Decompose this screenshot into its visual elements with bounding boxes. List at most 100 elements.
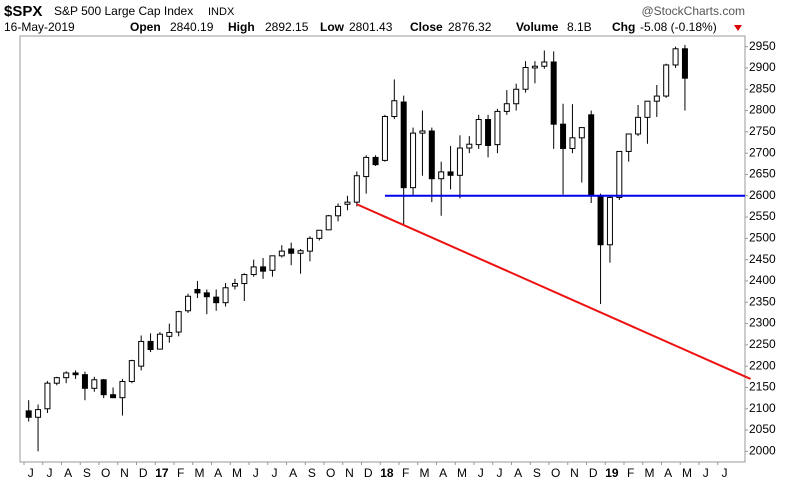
source: @StockCharts.com	[641, 4, 745, 18]
x-tick-label: N	[345, 466, 354, 480]
x-tick-label: F	[402, 466, 409, 480]
candle-body	[531, 65, 538, 69]
candle-body	[522, 67, 529, 90]
candle-body	[400, 101, 407, 189]
candle-body	[438, 171, 445, 180]
candle-body	[541, 61, 548, 67]
candle-body	[663, 64, 670, 97]
candle-body	[166, 331, 173, 337]
candle-body	[44, 382, 51, 410]
x-tick-label: A	[514, 466, 522, 480]
x-tick-label: D	[589, 466, 598, 480]
candle-body	[335, 205, 342, 217]
candle-body	[297, 250, 304, 254]
x-tick-label: 17	[155, 466, 169, 480]
y-tick-label: 2800	[749, 103, 776, 117]
candle-body	[63, 372, 70, 379]
index-name: S&P 500 Large Cap Index	[54, 4, 193, 18]
y-tick-label: 2000	[749, 444, 776, 458]
x-tick-label: M	[419, 466, 429, 480]
candle-body	[222, 287, 229, 304]
candle-body	[681, 48, 688, 79]
x-tick-label: O	[101, 466, 110, 480]
y-tick-label: 2750	[749, 124, 776, 138]
y-tick-label: 2050	[749, 422, 776, 436]
candle-body	[53, 377, 60, 384]
quote-label: Open	[130, 20, 161, 34]
x-tick-label: M	[644, 466, 654, 480]
candle-body	[110, 394, 117, 399]
y-tick-label: 2850	[749, 81, 776, 95]
candle-body	[344, 201, 351, 205]
y-tick-label: 2900	[749, 60, 776, 74]
x-tick-label: J	[28, 466, 34, 480]
candle-body	[147, 340, 154, 351]
y-tick-label: 2250	[749, 337, 776, 351]
x-tick-label: J	[253, 466, 259, 480]
candle-body	[625, 133, 632, 152]
candle-body	[485, 118, 492, 146]
quote-value: 8.1B	[567, 20, 592, 34]
x-tick-label: S	[308, 466, 316, 480]
candle-body	[672, 48, 679, 66]
candle-body	[325, 215, 332, 231]
candle-body	[353, 175, 360, 203]
candle-body	[100, 379, 107, 396]
y-tick-label: 2350	[749, 294, 776, 308]
x-tick-label: J	[478, 466, 484, 480]
y-tick-label: 2300	[749, 316, 776, 330]
candle-body	[597, 195, 604, 246]
y-tick-label: 2700	[749, 145, 776, 159]
plot-frame	[19, 35, 746, 463]
x-tick-label: J	[46, 466, 52, 480]
candle-body	[35, 409, 42, 418]
x-tick-label: M	[232, 466, 242, 480]
down-arrow	[734, 25, 742, 31]
x-tick-label: A	[439, 466, 447, 480]
quote-value: 2876.32	[448, 20, 492, 34]
candle-body	[241, 274, 248, 285]
x-tick-label: F	[627, 466, 634, 480]
candle-body	[550, 61, 557, 125]
candle-body	[644, 100, 651, 118]
candle-body	[578, 127, 585, 139]
candle-body	[569, 137, 576, 149]
candle-body	[156, 333, 163, 350]
x-tick-label: 19	[605, 466, 619, 480]
candle-body	[456, 147, 463, 176]
y-tick-label: 2100	[749, 401, 776, 415]
candle-body	[81, 374, 88, 389]
quote-label: High	[228, 20, 255, 34]
quote-value: -5.08 (-0.18%)	[640, 20, 717, 34]
candle-body	[419, 130, 426, 134]
quote-label: Low	[320, 20, 345, 34]
candle-body	[410, 132, 417, 189]
candle-body	[91, 379, 98, 389]
x-tick-label: M	[682, 466, 692, 480]
candle-body	[306, 237, 313, 252]
candle-body	[260, 266, 267, 272]
candle-body	[372, 156, 379, 166]
x-tick-label: D	[364, 466, 373, 480]
candle-body	[635, 116, 642, 135]
candle-body	[363, 156, 370, 178]
x-tick-label: N	[120, 466, 129, 480]
candle-body	[494, 110, 501, 146]
candle-body	[288, 248, 295, 254]
candle-body	[231, 283, 238, 287]
x-tick-label: S	[533, 466, 541, 480]
trend-line	[356, 203, 751, 380]
candle-body	[503, 103, 510, 112]
y-tick-label: 2450	[749, 252, 776, 266]
candle-body	[466, 143, 473, 149]
x-tick-label: A	[289, 466, 297, 480]
candle-body	[653, 95, 660, 102]
x-tick-label: A	[664, 466, 672, 480]
candle-body	[185, 295, 192, 312]
candle-body	[391, 100, 398, 118]
y-tick-label: 2950	[749, 39, 776, 53]
quote-label: Chg	[612, 20, 635, 34]
y-tick-label: 2600	[749, 188, 776, 202]
candle-body	[138, 340, 145, 367]
